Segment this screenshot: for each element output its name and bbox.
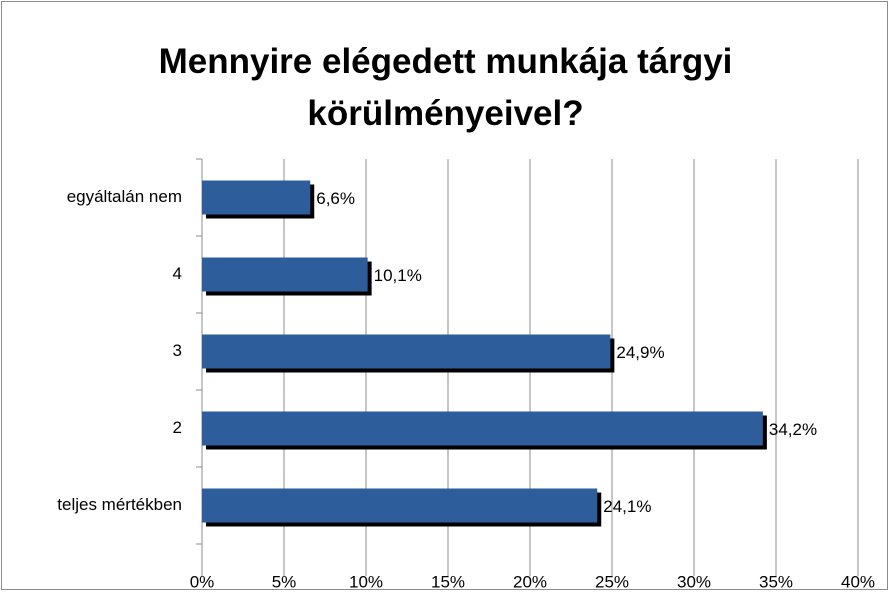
y-tick-label: 3 — [173, 341, 182, 360]
x-tick-label: 40% — [841, 572, 875, 591]
x-tick-label: 0% — [190, 572, 215, 591]
bar — [202, 488, 598, 523]
bar — [202, 334, 611, 369]
x-tick-label: 15% — [431, 572, 465, 591]
value-label: 10,1% — [374, 266, 422, 285]
y-tick-label: 4 — [173, 264, 182, 283]
y-tick-label: egyáltalán nem — [67, 187, 182, 206]
x-tick-label: 25% — [595, 572, 629, 591]
x-tick-label: 30% — [677, 572, 711, 591]
y-tick-label: 2 — [173, 418, 182, 437]
y-tick-label: teljes mértékben — [57, 495, 182, 514]
value-label: 24,9% — [616, 343, 664, 362]
x-tick-label: 5% — [272, 572, 297, 591]
chart-title: Mennyire elégedett munkája tárgyi körülm… — [158, 42, 733, 133]
bar — [202, 411, 763, 446]
bar — [202, 257, 368, 292]
x-tick-label: 10% — [349, 572, 383, 591]
chart-title-box: Mennyire elégedett munkája tárgyi körülm… — [0, 36, 891, 140]
bar — [202, 180, 311, 215]
x-tick-label: 35% — [759, 572, 793, 591]
value-label: 6,6% — [316, 189, 355, 208]
value-label: 24,1% — [603, 497, 651, 516]
x-tick-label: 20% — [513, 572, 547, 591]
value-label: 34,2% — [769, 420, 817, 439]
